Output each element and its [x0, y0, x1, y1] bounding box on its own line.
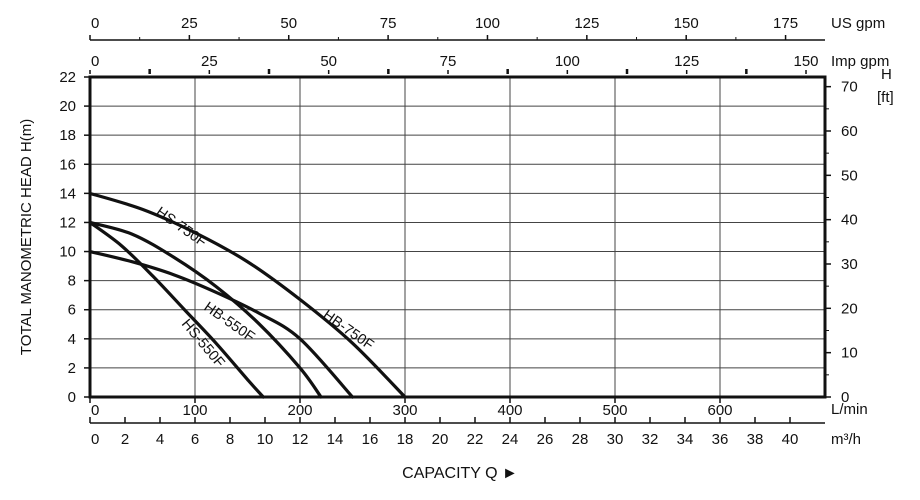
imp-gpm-tick-label: 0	[91, 53, 99, 70]
ft-tick-label: 0	[841, 389, 849, 406]
x-tick-label: 0	[91, 402, 99, 419]
imp-gpm-axis-label: Imp gpm	[831, 53, 889, 70]
plot-frame	[88, 75, 827, 399]
us-gpm-tick-label: 100	[475, 15, 500, 32]
us-gpm-tick-label: 75	[380, 15, 397, 32]
m3h-tick-label: 26	[537, 431, 554, 448]
us-gpm-axis-label: US gpm	[831, 15, 885, 32]
m3h-tick-label: 4	[156, 431, 164, 448]
ft-tick-label: 50	[841, 167, 858, 184]
m3h-axis-label: m³/h	[831, 431, 861, 448]
y-tick-label: 18	[59, 127, 76, 144]
m3h-tick-label: 18	[397, 431, 414, 448]
y-tick-label: 12	[59, 214, 76, 231]
m3h-tick-label: 16	[362, 431, 379, 448]
us-gpm-tick-label: 150	[674, 15, 699, 32]
y-tick-label: 8	[68, 273, 76, 290]
chart-axes: 0 100 200 300 400 500 600 L/min0246810121416182…	[18, 15, 894, 482]
y-tick-label: 22	[59, 69, 76, 86]
x-tick-label: 600	[707, 402, 732, 419]
ft-tick-label: 40	[841, 212, 858, 229]
us-gpm-tick-label: 25	[181, 15, 198, 32]
chart-grid	[90, 77, 825, 397]
x-tick-label: 500	[602, 402, 627, 419]
ft-tick-label: 60	[841, 123, 858, 140]
y-tick-label: 16	[59, 156, 76, 173]
m3h-tick-label: 38	[747, 431, 764, 448]
series-line-hb-750f	[88, 191, 407, 399]
m3h-tick-label: 0	[91, 431, 99, 448]
m3h-tick-label: 36	[712, 431, 729, 448]
imp-gpm-tick-label: 100	[555, 53, 580, 70]
x-axis-title: CAPACITY Q ►	[402, 465, 518, 482]
m3h-tick-label: 28	[572, 431, 589, 448]
us-gpm-tick-label: 50	[280, 15, 297, 32]
ft-tick-label: 70	[841, 79, 858, 96]
x-tick-label: 400	[497, 402, 522, 419]
ft-tick-label: 30	[841, 256, 858, 273]
x-tick-label: 100	[182, 402, 207, 419]
m3h-tick-label: 12	[292, 431, 309, 448]
ft-axis-label: H	[881, 66, 892, 83]
m3h-tick-label: 30	[607, 431, 624, 448]
m3h-tick-label: 2	[121, 431, 129, 448]
chart-series	[88, 191, 407, 399]
m3h-tick-label: 8	[226, 431, 234, 448]
x-tick-label: 300	[392, 402, 417, 419]
y-tick-label: 2	[68, 360, 76, 377]
imp-gpm-tick-label: 50	[320, 53, 337, 70]
ft-tick-label: 20	[841, 300, 858, 317]
y-tick-label: 4	[68, 331, 76, 348]
imp-gpm-tick-label: 25	[201, 53, 218, 70]
imp-gpm-tick-label: 150	[793, 53, 818, 70]
m3h-tick-label: 32	[642, 431, 659, 448]
ft-tick-label: 10	[841, 345, 858, 362]
x-unit-label: L/min	[831, 401, 868, 418]
series-label-hs-750f: HS-750F	[153, 204, 210, 250]
series-line-hs-550f	[88, 220, 265, 399]
ft-axis-label: [ft]	[877, 89, 894, 106]
y-tick-label: 14	[59, 185, 76, 202]
m3h-tick-label: 14	[327, 431, 344, 448]
us-gpm-tick-label: 175	[773, 15, 798, 32]
y-tick-label: 20	[59, 98, 76, 115]
m3h-tick-label: 24	[502, 431, 519, 448]
imp-gpm-tick-label: 125	[674, 53, 699, 70]
m3h-tick-label: 40	[782, 431, 799, 448]
series-line-hb-550f	[88, 249, 355, 399]
imp-gpm-tick-label: 75	[440, 53, 457, 70]
m3h-tick-label: 22	[467, 431, 484, 448]
series-line-hs-750f	[88, 220, 323, 399]
y-tick-label: 6	[68, 302, 76, 319]
m3h-tick-label: 34	[677, 431, 694, 448]
y-tick-label: 10	[59, 244, 76, 261]
us-gpm-tick-label: 0	[91, 15, 99, 32]
us-gpm-tick-label: 125	[574, 15, 599, 32]
m3h-tick-label: 6	[191, 431, 199, 448]
x-tick-label: 200	[287, 402, 312, 419]
y-axis-title: TOTAL MANOMETRIC HEAD H(m)	[18, 119, 35, 355]
m3h-tick-label: 10	[257, 431, 274, 448]
series-label-hb-750f: HB-750F	[320, 307, 377, 353]
m3h-tick-label: 20	[432, 431, 449, 448]
y-tick-label: 0	[68, 389, 76, 406]
